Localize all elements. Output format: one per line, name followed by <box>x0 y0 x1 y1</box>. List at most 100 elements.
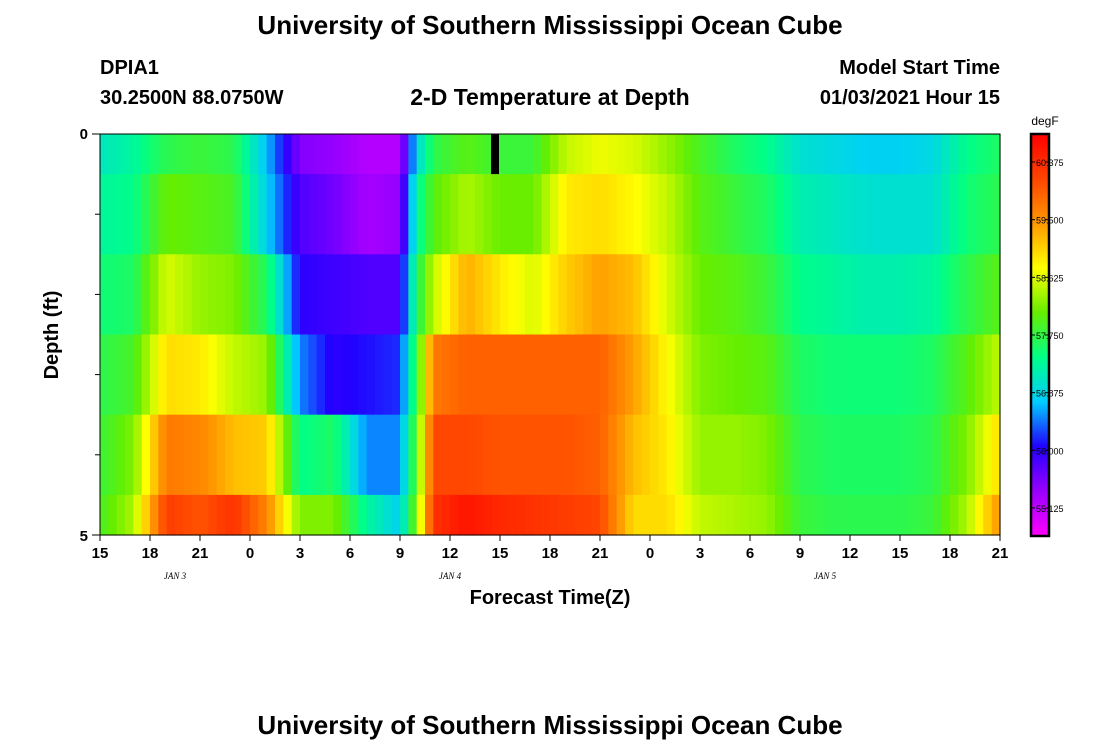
heatmap-cell <box>733 414 743 496</box>
heatmap-cell <box>933 494 943 536</box>
heatmap-cell <box>266 134 276 175</box>
heatmap-cell <box>791 334 801 416</box>
heatmap-cell <box>666 334 676 416</box>
heatmap-cell <box>908 414 918 496</box>
heatmap-cell <box>741 254 751 336</box>
heatmap-cell <box>316 174 326 255</box>
heatmap-cell <box>208 134 218 175</box>
heatmap-cell <box>275 134 284 175</box>
heatmap-cell <box>800 334 809 416</box>
heatmap-cell <box>425 254 434 336</box>
heatmap-cell <box>558 254 568 336</box>
heatmap-cell <box>383 134 393 175</box>
heatmap-cell <box>725 134 734 175</box>
heatmap-cell <box>583 134 593 175</box>
heatmap-cell <box>366 414 376 496</box>
heatmap-cell <box>375 334 384 416</box>
heatmap-cell <box>850 494 859 536</box>
heatmap-cell <box>516 334 526 416</box>
station-coordinates: 30.2500N 88.0750W <box>100 87 284 109</box>
heatmap-cell <box>416 494 426 536</box>
heatmap-cell <box>941 254 951 336</box>
heatmap-cell <box>541 494 551 536</box>
current-time-marker <box>491 134 499 175</box>
heatmap-cell <box>241 254 251 336</box>
heatmap-cell <box>616 254 626 336</box>
heatmap-cell <box>275 254 284 336</box>
heatmap-cell <box>233 334 243 416</box>
heatmap-cell <box>358 414 368 496</box>
heatmap-cell <box>141 334 151 416</box>
heatmap-cell <box>941 414 951 496</box>
heatmap-cell <box>416 254 426 336</box>
heatmap-cell <box>416 414 426 496</box>
heatmap-cell <box>450 254 459 336</box>
heatmap-cell <box>858 254 868 336</box>
heatmap-cell <box>133 334 143 416</box>
heatmap-cell <box>925 254 934 336</box>
heatmap-cell <box>841 254 851 336</box>
x-tick-label: 0 <box>646 545 654 562</box>
heatmap-cell <box>483 134 493 175</box>
heatmap-cell <box>758 174 768 255</box>
heatmap-cell <box>641 254 651 336</box>
heatmap-cell <box>991 334 1001 416</box>
heatmap-cell <box>916 174 926 255</box>
heatmap-cell <box>466 174 476 255</box>
heatmap-cell <box>633 254 643 336</box>
heatmap-cell <box>183 414 193 496</box>
heatmap-cell <box>616 334 626 416</box>
heatmap-cell <box>141 414 151 496</box>
heatmap-cell <box>241 174 251 255</box>
heatmap-cell <box>133 174 143 255</box>
heatmap-cell <box>683 414 693 496</box>
heatmap-cell <box>733 134 743 175</box>
heatmap-cell <box>341 134 351 175</box>
heatmap-cell <box>825 134 834 175</box>
heatmap-cell <box>991 174 1001 255</box>
heatmap-cell <box>675 134 684 175</box>
heatmap-cell <box>600 254 609 336</box>
heatmap-cell <box>475 174 484 255</box>
heatmap-cell <box>216 334 226 416</box>
heatmap-cell <box>116 414 126 496</box>
heatmap-cell <box>875 414 884 496</box>
heatmap-cell <box>708 494 718 536</box>
heatmap-cell <box>533 334 543 416</box>
heatmap-cell <box>783 494 793 536</box>
heatmap-cell <box>825 334 834 416</box>
heatmap-cell <box>433 134 443 175</box>
x-tick-label: 18 <box>542 545 559 562</box>
heatmap-cell <box>250 494 259 536</box>
heatmap-cell <box>808 174 818 255</box>
heatmap-cell <box>341 414 351 496</box>
heatmap-cell <box>625 174 634 255</box>
heatmap-cell <box>791 174 801 255</box>
heatmap-cell <box>575 494 584 536</box>
heatmap-cell <box>241 414 251 496</box>
heatmap-cell <box>833 174 843 255</box>
heatmap-cell <box>975 134 984 175</box>
heatmap-cell <box>258 414 268 496</box>
x-tick-label: 18 <box>942 545 959 562</box>
heatmap-cell <box>650 414 659 496</box>
heatmap-cell <box>866 494 876 536</box>
heatmap-cell <box>133 254 143 336</box>
heatmap-cell <box>108 174 118 255</box>
heatmap-cell <box>291 134 301 175</box>
heatmap-cell <box>408 494 418 536</box>
heatmap-cell <box>658 134 668 175</box>
heatmap-cell <box>600 174 609 255</box>
heatmap-cell <box>400 254 409 336</box>
heatmap-cell <box>133 414 143 496</box>
heatmap-cell <box>716 334 726 416</box>
heatmap-cell <box>125 494 134 536</box>
heatmap-cell <box>900 134 909 175</box>
x-tick-label: 9 <box>796 545 804 562</box>
heatmap-cell <box>766 414 776 496</box>
heatmap-cell <box>683 494 693 536</box>
heatmap-cell <box>958 494 968 536</box>
heatmap-cell <box>191 494 201 536</box>
heatmap-cell <box>850 174 859 255</box>
colorbar-tick-label: 60.375 <box>1036 158 1064 168</box>
